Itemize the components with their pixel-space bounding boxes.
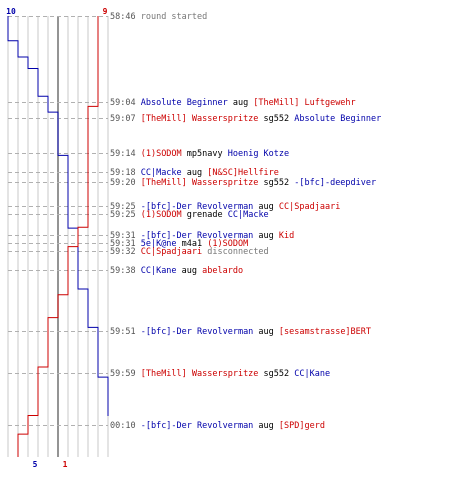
event-time: 59:04: [110, 98, 141, 108]
event-time: 59:07: [110, 114, 141, 124]
player-name: [TheMill] Luftgewehr: [253, 98, 356, 108]
event-row: 59:04 Absolute Beginner aug [TheMill] Lu…: [110, 97, 356, 109]
player-name: -[bfc]-Der Revolverman: [140, 202, 254, 212]
event-time: 59:25: [110, 210, 141, 220]
player-name: abelardo: [202, 266, 244, 276]
event-time: 59:51: [110, 327, 141, 337]
event-weapon: sg552: [258, 178, 295, 188]
event-weapon: aug: [253, 421, 279, 431]
player-name: (1)SODOM: [207, 239, 249, 249]
player-name: CC|Spadjaari: [140, 247, 203, 257]
player-name: [TheMill] Wasserspritze: [140, 114, 259, 124]
player-name: 5e|K@ne: [140, 239, 177, 249]
event-row: 59:59 [TheMill] Wasserspritze sg552 CC|K…: [110, 368, 330, 380]
event-time: 00:10: [110, 421, 141, 431]
event-weapon: sg552: [258, 369, 295, 379]
event-time: 58:46: [110, 12, 141, 22]
player-name: -[bfc]-Der Revolverman: [140, 231, 254, 241]
player-name: (1)SODOM: [140, 149, 182, 159]
event-row: 59:31 -[bfc]-Der Revolverman aug Kid: [110, 230, 294, 242]
player-name: -[bfc]-Der Revolverman: [140, 421, 254, 431]
event-note: round started: [140, 12, 208, 22]
player-name: -[bfc]-Der Revolverman: [140, 327, 254, 337]
red-team-start-label: 9: [103, 7, 108, 16]
event-row: 59:14 (1)SODOM mp5navy Hoenig Kotze: [110, 148, 289, 160]
event-weapon: m4a1: [176, 239, 208, 249]
event-weapon: aug: [253, 327, 279, 337]
event-weapon: sg552: [258, 114, 295, 124]
event-time: 59:31: [110, 239, 141, 249]
blue-team-score-line: [7, 16, 109, 416]
event-weapon: grenade: [181, 210, 228, 220]
event-row: 59:20 [TheMill] Wasserspritze sg552 -[bf…: [110, 177, 376, 189]
event-row: 00:10 -[bfc]-Der Revolverman aug [SPD]ge…: [110, 420, 325, 432]
blue-team-end-label: 5: [33, 460, 38, 469]
event-weapon: aug: [253, 202, 279, 212]
player-name: Absolute Beginner: [294, 114, 382, 124]
event-row: 59:32 CC|Spadjaari disconnected: [110, 246, 269, 258]
event-weapon: aug: [181, 168, 208, 178]
event-row: 59:25 -[bfc]-Der Revolverman aug CC|Spad…: [110, 201, 340, 213]
event-weapon: aug: [227, 98, 254, 108]
player-name: CC|Macke: [140, 168, 182, 178]
blue-team-start-label: 10: [6, 7, 16, 16]
event-weapon: aug: [253, 231, 279, 241]
event-row: 59:25 (1)SODOM grenade CC|Macke: [110, 209, 269, 221]
event-time: 59:20: [110, 178, 141, 188]
player-name: [SPD]gerd: [278, 421, 325, 431]
event-row: 59:07 [TheMill] Wasserspritze sg552 Abso…: [110, 113, 381, 125]
player-name: Hoenig Kotze: [227, 149, 290, 159]
player-name: [N&SC]Hellfire: [207, 168, 279, 178]
event-time: 59:25: [110, 202, 141, 212]
event-time: 59:31: [110, 231, 141, 241]
event-row: 59:51 -[bfc]-Der Revolverman aug [sesams…: [110, 326, 371, 338]
player-name: CC|Kane: [140, 266, 177, 276]
red-team-end-label: 1: [63, 460, 68, 469]
event-weapon: mp5navy: [181, 149, 228, 159]
player-name: CC|Kane: [294, 369, 331, 379]
event-time: 59:14: [110, 149, 141, 159]
player-name: -[bfc]-deepdiver: [294, 178, 377, 188]
event-note: disconnected: [202, 247, 269, 257]
player-name: [TheMill] Wasserspritze: [140, 369, 259, 379]
event-row: 58:46 round started: [110, 11, 207, 23]
event-row: 59:18 CC|Macke aug [N&SC]Hellfire: [110, 167, 279, 179]
player-name: [sesamstrasse]BERT: [278, 327, 372, 337]
event-weapon: aug: [176, 266, 203, 276]
player-name: CC|Spadjaari: [278, 202, 341, 212]
event-time: 59:32: [110, 247, 141, 257]
player-name: (1)SODOM: [140, 210, 182, 220]
player-name: CC|Macke: [227, 210, 269, 220]
player-name: [TheMill] Wasserspritze: [140, 178, 259, 188]
event-row: 59:31 5e|K@ne m4a1 (1)SODOM: [110, 238, 248, 250]
event-time: 59:38: [110, 266, 141, 276]
player-name: Absolute Beginner: [140, 98, 228, 108]
event-time: 59:18: [110, 168, 141, 178]
red-team-score-line: [17, 16, 99, 457]
event-time: 59:59: [110, 369, 141, 379]
player-name: Kid: [278, 231, 295, 241]
event-row: 59:38 CC|Kane aug abelardo: [110, 265, 243, 277]
